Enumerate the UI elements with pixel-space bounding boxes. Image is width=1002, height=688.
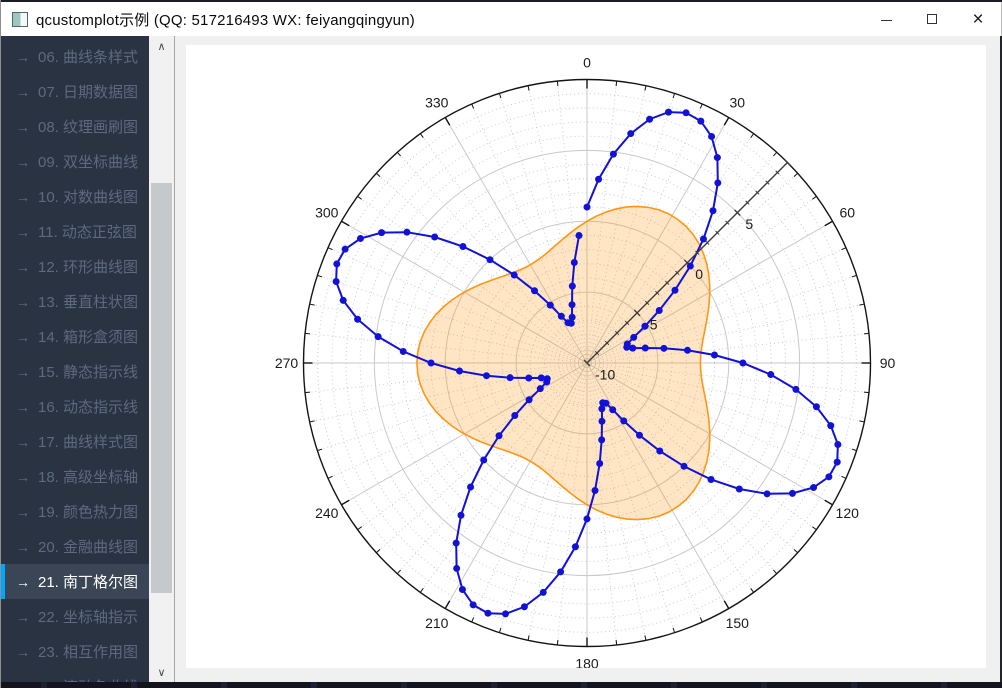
background-window-top-edge — [1, 0, 1002, 2]
sidebar-item-label: 07. 日期数据图 — [38, 84, 139, 101]
item-arrow-icon: → — [16, 363, 30, 380]
close-button[interactable]: × — [955, 2, 1001, 36]
title-bar[interactable]: qcustomplot示例 (QQ: 517216493 WX: feiyang… — [1, 2, 1002, 36]
item-arrow-icon: → — [16, 223, 30, 240]
svg-text:150: 150 — [726, 615, 750, 631]
svg-text:60: 60 — [839, 205, 855, 221]
sidebar-item-label: 10. 对数曲线图 — [38, 189, 139, 206]
sidebar-item-label: 19. 颜色热力图 — [38, 504, 139, 521]
sidebar-item-label: 17. 曲线样式图 — [38, 434, 139, 451]
sidebar-item-16[interactable]: → 16. 动态指示线 — [1, 389, 149, 424]
sidebar-item-23[interactable]: → 23. 相互作用图 — [1, 634, 149, 669]
maximize-icon — [927, 14, 937, 24]
sidebar-item-label: 15. 静态指示线 — [38, 364, 139, 381]
sidebar-item-14[interactable]: → 14. 箱形盒须图 — [1, 319, 149, 354]
maximize-button[interactable] — [909, 2, 955, 36]
main-area: 0 30 60 90 120 150 180 210 240 270 300 330 -10 -5 0 5 — [175, 36, 1000, 682]
sidebar-item-label: 21. 南丁格尔图 — [38, 574, 139, 591]
sidebar-item-24[interactable]: → 24. 滚动条曲线 — [1, 669, 149, 683]
app-icon — [12, 11, 28, 27]
item-arrow-icon: → — [16, 643, 30, 660]
sidebar-item-label: 09. 双坐标曲线 — [38, 154, 139, 171]
polar-chart: 0 30 60 90 120 150 180 210 240 270 300 330 -10 -5 0 5 — [275, 54, 896, 671]
item-arrow-icon: → — [16, 153, 30, 170]
item-arrow-icon: → — [16, 538, 30, 555]
sidebar-item-12[interactable]: → 12. 环形曲线图 — [1, 249, 149, 284]
sidebar-item-label: 14. 箱形盒须图 — [38, 329, 139, 346]
svg-text:-10: -10 — [595, 366, 615, 382]
item-arrow-icon: → — [16, 118, 30, 135]
svg-text:270: 270 — [275, 355, 299, 371]
scroll-down-icon: ∨ — [157, 666, 166, 679]
selected-accent-bar — [1, 564, 5, 599]
sidebar-item-label: 06. 曲线条样式 — [38, 49, 139, 66]
svg-text:90: 90 — [880, 355, 896, 371]
item-arrow-icon: → — [16, 258, 30, 275]
item-arrow-icon: → — [16, 468, 30, 485]
scroll-up-icon: ∧ — [157, 40, 166, 53]
sidebar-item-7[interactable]: → 07. 日期数据图 — [1, 74, 149, 109]
item-arrow-icon: → — [16, 573, 30, 590]
item-arrow-icon: → — [16, 433, 30, 450]
svg-text:120: 120 — [836, 505, 860, 521]
sidebar-menu: → 06. 曲线条样式 → 07. 日期数据图 → 08. 纹理画刷图 → 09. 双坐标曲线… — [1, 36, 149, 682]
item-arrow-icon: → — [16, 328, 30, 345]
item-arrow-icon: → — [16, 83, 30, 100]
sidebar-item-label: 16. 动态指示线 — [38, 399, 139, 416]
sidebar-item-18[interactable]: → 18. 高级坐标轴 — [1, 459, 149, 494]
scrollbar-thumb[interactable] — [151, 183, 172, 593]
background-window-bottom-strip — [1, 682, 1002, 688]
plot-panel: 0 30 60 90 120 150 180 210 240 270 300 330 -10 -5 0 5 — [186, 45, 986, 671]
sidebar-item-17[interactable]: → 17. 曲线样式图 — [1, 424, 149, 459]
sidebar-item-20[interactable]: → 20. 金融曲线图 — [1, 529, 149, 564]
minimize-icon — [880, 19, 892, 21]
sidebar-item-13[interactable]: → 13. 垂直柱状图 — [1, 284, 149, 319]
sidebar-item-label: 24. 滚动条曲线 — [38, 676, 138, 682]
minimize-button[interactable] — [863, 2, 909, 36]
sidebar-item-22[interactable]: → 22. 坐标轴指示 — [1, 599, 149, 634]
item-arrow-icon: → — [16, 503, 30, 520]
svg-text:300: 300 — [315, 205, 339, 221]
content-area: → 06. 曲线条样式 → 07. 日期数据图 → 08. 纹理画刷图 → 09. 双坐标曲线… — [1, 36, 1002, 682]
svg-text:-5: -5 — [645, 316, 658, 332]
item-arrow-icon: → — [16, 608, 30, 625]
item-arrow-icon: → — [16, 679, 30, 683]
svg-text:0: 0 — [695, 266, 703, 282]
svg-text:180: 180 — [575, 655, 599, 668]
sidebar-item-label: 13. 垂直柱状图 — [38, 294, 139, 311]
svg-text:30: 30 — [729, 95, 745, 111]
sidebar-scrollbar[interactable]: ∧ ∨ — [149, 36, 175, 682]
sidebar-item-6[interactable]: → 06. 曲线条样式 — [1, 39, 149, 74]
sidebar-item-19[interactable]: → 19. 颜色热力图 — [1, 494, 149, 529]
sidebar-item-21[interactable]: → 21. 南丁格尔图 — [1, 564, 149, 599]
svg-text:0: 0 — [583, 54, 591, 70]
sidebar-item-11[interactable]: → 11. 动态正弦图 — [1, 214, 149, 249]
svg-text:210: 210 — [425, 615, 449, 631]
svg-text:5: 5 — [745, 216, 753, 232]
item-arrow-icon: → — [16, 293, 30, 310]
sidebar-item-label: 20. 金融曲线图 — [38, 539, 139, 556]
sidebar-item-label: 11. 动态正弦图 — [38, 224, 137, 241]
svg-text:330: 330 — [425, 95, 449, 111]
item-arrow-icon: → — [16, 398, 30, 415]
sidebar-item-label: 12. 环形曲线图 — [38, 259, 139, 276]
svg-text:240: 240 — [315, 505, 339, 521]
sidebar-item-label: 08. 纹理画刷图 — [38, 119, 139, 136]
sidebar-item-label: 18. 高级坐标轴 — [38, 469, 139, 486]
scroll-down-button[interactable]: ∨ — [149, 662, 174, 682]
window-title: qcustomplot示例 (QQ: 517216493 WX: feiyang… — [36, 11, 415, 29]
scroll-up-button[interactable]: ∧ — [149, 36, 174, 56]
sidebar-item-9[interactable]: → 09. 双坐标曲线 — [1, 144, 149, 179]
sidebar-item-15[interactable]: → 15. 静态指示线 — [1, 354, 149, 389]
sidebar-item-label: 22. 坐标轴指示 — [38, 609, 139, 626]
close-icon: × — [972, 8, 984, 30]
item-arrow-icon: → — [16, 48, 30, 65]
item-arrow-icon: → — [16, 188, 30, 205]
sidebar-item-10[interactable]: → 10. 对数曲线图 — [1, 179, 149, 214]
sidebar-item-8[interactable]: → 08. 纹理画刷图 — [1, 109, 149, 144]
window-controls: × — [863, 2, 1001, 36]
sidebar-item-label: 23. 相互作用图 — [38, 644, 139, 661]
